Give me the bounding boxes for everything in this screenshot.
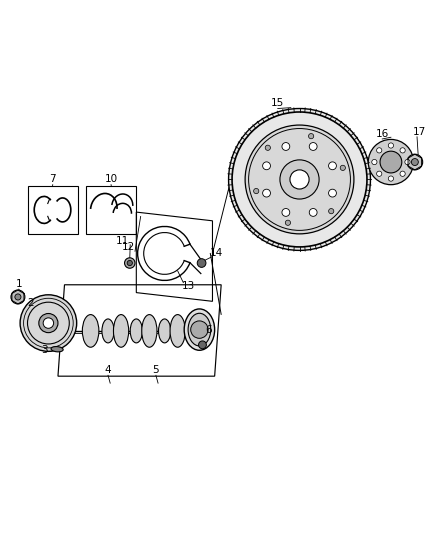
- Circle shape: [328, 189, 336, 197]
- Circle shape: [389, 176, 393, 181]
- Circle shape: [124, 258, 135, 268]
- Bar: [86, 186, 136, 234]
- Text: 7: 7: [49, 174, 56, 184]
- Circle shape: [263, 162, 270, 169]
- Circle shape: [309, 142, 317, 150]
- Circle shape: [308, 134, 314, 139]
- Circle shape: [263, 189, 270, 197]
- Text: 4: 4: [105, 365, 111, 375]
- Circle shape: [377, 171, 382, 176]
- Circle shape: [309, 208, 317, 216]
- Ellipse shape: [159, 319, 171, 343]
- Circle shape: [411, 158, 418, 166]
- Circle shape: [254, 189, 259, 193]
- Text: 6: 6: [205, 325, 212, 335]
- Circle shape: [265, 145, 270, 150]
- Circle shape: [400, 148, 405, 153]
- Circle shape: [198, 341, 206, 349]
- Circle shape: [229, 109, 371, 251]
- Circle shape: [11, 290, 25, 304]
- Bar: [28, 186, 78, 234]
- Ellipse shape: [170, 314, 185, 347]
- Ellipse shape: [188, 313, 211, 346]
- Circle shape: [368, 140, 413, 184]
- Text: 1: 1: [15, 279, 22, 289]
- Text: 14: 14: [210, 248, 223, 259]
- Text: 2: 2: [28, 298, 34, 309]
- Ellipse shape: [51, 346, 63, 352]
- Circle shape: [245, 125, 354, 234]
- Circle shape: [400, 171, 405, 176]
- Circle shape: [328, 162, 336, 169]
- Circle shape: [43, 318, 53, 328]
- Circle shape: [407, 154, 423, 170]
- Text: 17: 17: [413, 126, 426, 136]
- Circle shape: [372, 159, 377, 165]
- Ellipse shape: [184, 309, 215, 350]
- Circle shape: [405, 159, 410, 165]
- Text: 12: 12: [122, 242, 135, 252]
- Circle shape: [39, 313, 58, 333]
- Circle shape: [20, 295, 77, 351]
- Text: 11: 11: [116, 236, 129, 246]
- Ellipse shape: [113, 314, 129, 347]
- Circle shape: [389, 143, 393, 148]
- Circle shape: [328, 208, 334, 214]
- Circle shape: [380, 151, 402, 173]
- Text: 5: 5: [152, 365, 159, 375]
- Circle shape: [285, 220, 290, 225]
- Circle shape: [290, 170, 309, 189]
- Ellipse shape: [142, 314, 157, 347]
- Circle shape: [282, 208, 290, 216]
- Ellipse shape: [82, 314, 99, 347]
- Text: 13: 13: [182, 281, 195, 291]
- Circle shape: [280, 160, 319, 199]
- Circle shape: [340, 165, 346, 171]
- Circle shape: [377, 148, 382, 153]
- Circle shape: [282, 142, 290, 150]
- Circle shape: [191, 321, 208, 338]
- Text: 16: 16: [375, 129, 389, 139]
- Text: 10: 10: [105, 174, 118, 184]
- Ellipse shape: [102, 319, 114, 343]
- Ellipse shape: [130, 319, 142, 343]
- Circle shape: [197, 259, 206, 268]
- Circle shape: [127, 261, 132, 265]
- Circle shape: [15, 294, 21, 300]
- Text: 15: 15: [271, 98, 284, 108]
- Text: 3: 3: [41, 345, 47, 355]
